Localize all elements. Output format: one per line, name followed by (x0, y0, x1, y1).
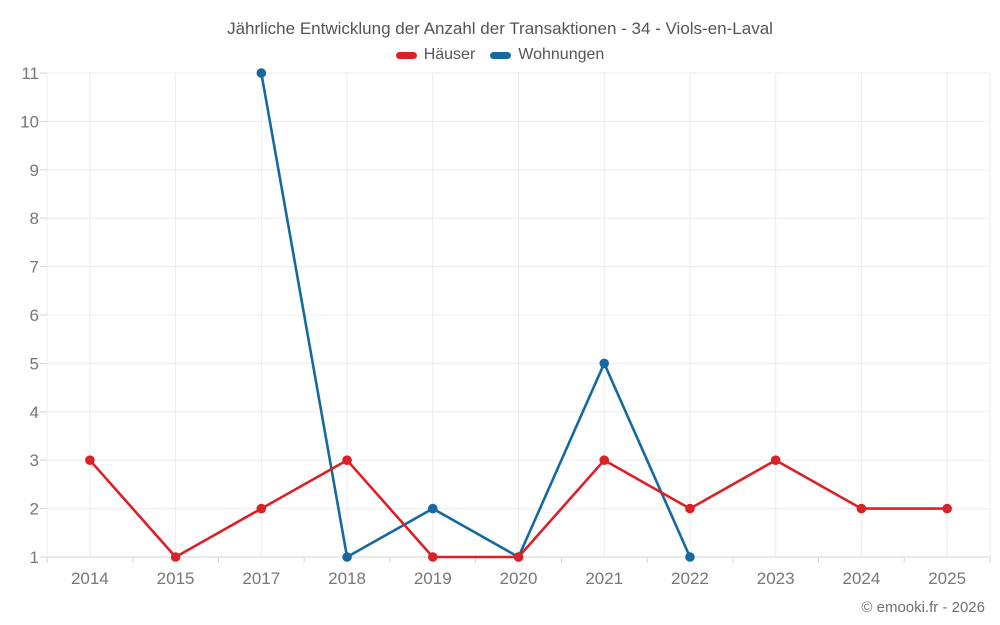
x-axis-label-2021: 2021 (585, 569, 623, 588)
legend-label: Wohnungen (518, 46, 605, 63)
y-axis-label: 1 (30, 548, 39, 567)
data-point-hauser-2020[interactable] (513, 552, 524, 562)
y-axis-label: 5 (30, 354, 39, 373)
data-point-hauser-2022[interactable] (685, 503, 695, 514)
y-axis-label: 7 (30, 258, 39, 277)
x-axis-label-2024: 2024 (842, 569, 880, 588)
x-axis-label-2023: 2023 (757, 569, 795, 588)
y-axis-label: 11 (21, 64, 39, 83)
data-point-wohnungen-2017[interactable] (256, 68, 267, 78)
data-point-hauser-2025[interactable] (942, 503, 952, 514)
copyright-credit: © emooki.fr - 2026 (861, 599, 985, 616)
legend-item-wohnungen[interactable]: Wohnungen (490, 46, 604, 64)
y-axis-label: 6 (30, 306, 39, 325)
chart-title: Jährliche Entwicklung der Anzahl der Tra… (227, 19, 773, 38)
x-axis-label-2025: 2025 (928, 569, 966, 588)
data-point-hauser-2014[interactable] (85, 455, 95, 466)
x-axis-label-2020: 2020 (500, 569, 538, 588)
data-point-hauser-2019[interactable] (427, 552, 438, 562)
data-point-hauser-2024[interactable] (856, 503, 867, 514)
y-axis-label: 4 (30, 403, 39, 422)
x-axis-label-2019: 2019 (414, 569, 452, 588)
data-point-wohnungen-2022[interactable] (685, 552, 695, 562)
legend-item-hauser[interactable]: Häuser (395, 46, 476, 64)
x-axis-label-2014: 2014 (71, 569, 109, 588)
y-axis-label: 3 (30, 451, 39, 470)
series-line-wohnungen (260, 71, 692, 559)
x-axis-label-2017: 2017 (242, 569, 280, 588)
data-point-hauser-2023[interactable] (770, 455, 781, 466)
y-axis-label: 9 (30, 161, 39, 180)
data-point-wohnungen-2021[interactable] (599, 358, 610, 369)
legend-label: Häuser (423, 46, 476, 63)
x-axis-label-2015: 2015 (157, 569, 195, 588)
legend-swatch-hauser (395, 51, 417, 59)
data-point-wohnungen-2019[interactable] (427, 503, 438, 514)
data-point-hauser-2015[interactable] (170, 552, 181, 562)
data-point-hauser-2021[interactable] (599, 455, 610, 466)
data-point-hauser-2018[interactable] (342, 455, 352, 466)
y-axis-label: 8 (30, 209, 39, 228)
data-point-wohnungen-2018[interactable] (342, 552, 352, 562)
x-axis-label-2022: 2022 (671, 569, 709, 588)
y-axis-label: 10 (20, 112, 39, 131)
x-axis-label-2018: 2018 (328, 569, 366, 588)
data-point-hauser-2017[interactable] (256, 503, 267, 514)
chart-legend: Häuser Wohnungen (0, 46, 1000, 64)
y-axis-label: 2 (30, 500, 39, 519)
legend-swatch-wohnungen (490, 51, 512, 59)
